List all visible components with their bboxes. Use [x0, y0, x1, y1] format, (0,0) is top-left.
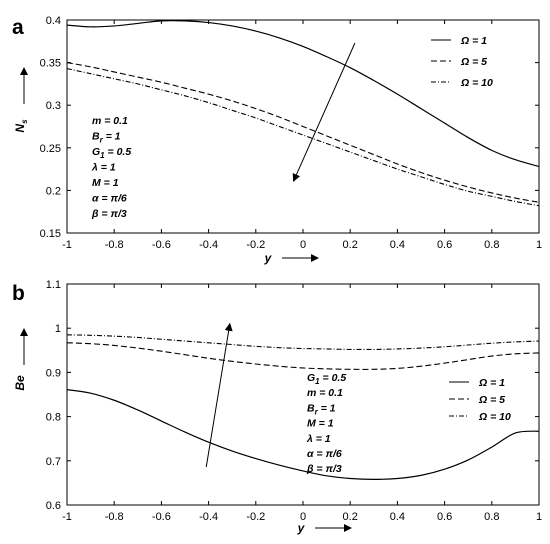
parameter-label: α = π/6 — [92, 193, 127, 205]
x-tick-label: 0.2 — [343, 239, 358, 251]
trend-arrow — [205, 322, 233, 468]
x-tick-label: -0.8 — [105, 511, 124, 523]
panel-b: b -1 -0.8 -0.6 -0.4 -0.2 0 0.2 0.4 0.6 0.8 1 0.6 0.7 0… — [12, 279, 542, 535]
y-tick-label: 0.35 — [40, 58, 61, 70]
parameter-label: m = 0.1 — [307, 387, 343, 399]
parameter-label: Br = 1 — [307, 402, 336, 416]
parameter-label: M = 1 — [307, 418, 334, 430]
x-tick-label: -0.4 — [199, 239, 218, 251]
parameter-label: β = π/3 — [91, 208, 127, 220]
panel-a: a -1 -0.8 -0.6 -0.4 -0.2 0 0.2 0.4 0.6 0.8 1 0.15 0.2… — [12, 15, 542, 265]
x-tick-label: -1 — [62, 511, 72, 523]
y-tick-label: 0.6 — [46, 500, 61, 512]
y-tick-label: 0.9 — [46, 367, 61, 379]
y-tick-label: 0.8 — [46, 412, 61, 424]
y-tick-label: 0.3 — [46, 100, 61, 112]
x-tick-label: 0.8 — [484, 239, 499, 251]
x-tick-label: 0.4 — [390, 239, 405, 251]
y-tick-label: 0.7 — [46, 456, 61, 468]
parameter-label: λ = 1 — [306, 433, 331, 445]
y-tick-label: 1 — [55, 323, 61, 335]
y-axis-label: Be — [13, 375, 27, 391]
x-tick-label: -0.8 — [105, 239, 124, 251]
x-tick-label: 1 — [536, 511, 542, 523]
series-line-omega-5 — [66, 342, 540, 370]
legend-label: Ω = 10 — [478, 411, 511, 423]
plot-frame — [66, 283, 540, 506]
legend-label: Ω = 5 — [478, 394, 505, 406]
panel-letter: b — [12, 282, 25, 305]
parameter-label: Br = 1 — [92, 131, 121, 145]
x-tick-label: 0.6 — [437, 511, 452, 523]
x-tick-label: 0.4 — [390, 511, 405, 523]
x-tick-label: 0.6 — [437, 239, 452, 251]
x-tick-label: -0.2 — [246, 239, 265, 251]
y-tick-label: 1.1 — [46, 279, 61, 291]
series-line-omega-5 — [66, 62, 540, 203]
x-tick-label: 0.8 — [484, 511, 499, 523]
panel-letter: a — [12, 16, 24, 39]
parameter-label: m = 0.1 — [92, 115, 128, 127]
legend-label: Ω = 1 — [460, 35, 487, 47]
legend-label: Ω = 5 — [460, 56, 487, 68]
trend-arrow — [292, 42, 356, 182]
parameter-label: G1 = 0.5 — [92, 146, 131, 160]
series-line-omega-10 — [66, 334, 540, 351]
x-tick-label: -1 — [62, 239, 72, 251]
parameter-label: G1 = 0.5 — [307, 372, 346, 386]
x-tick-label: -0.4 — [199, 511, 218, 523]
parameter-label: α = π/6 — [307, 448, 342, 460]
x-tick-label: -0.6 — [152, 239, 171, 251]
series-line-omega-1 — [66, 19, 540, 168]
x-tick-label: 1 — [536, 239, 542, 251]
legend-label: Ω = 10 — [460, 77, 493, 89]
y-tick-label: 0.15 — [40, 228, 61, 240]
x-tick-label: 0.2 — [343, 511, 358, 523]
parameter-label: M = 1 — [92, 177, 119, 189]
x-tick-label: 0 — [300, 511, 306, 523]
y-tick-label: 0.25 — [40, 143, 61, 155]
x-axis-label: y — [264, 251, 273, 265]
series-line-omega-10 — [66, 68, 540, 207]
x-tick-label: 0 — [300, 239, 306, 251]
y-axis-label: Ns — [13, 119, 29, 133]
y-tick-label: 0.2 — [46, 185, 61, 197]
x-tick-label: -0.2 — [246, 511, 265, 523]
x-axis-label: y — [297, 521, 306, 535]
series-line-omega-1 — [66, 389, 540, 480]
parameter-label: λ = 1 — [91, 162, 116, 174]
y-tick-label: 0.4 — [46, 15, 61, 27]
parameter-label: β = π/3 — [306, 463, 342, 475]
x-tick-label: -0.6 — [152, 511, 171, 523]
legend-label: Ω = 1 — [478, 377, 505, 389]
